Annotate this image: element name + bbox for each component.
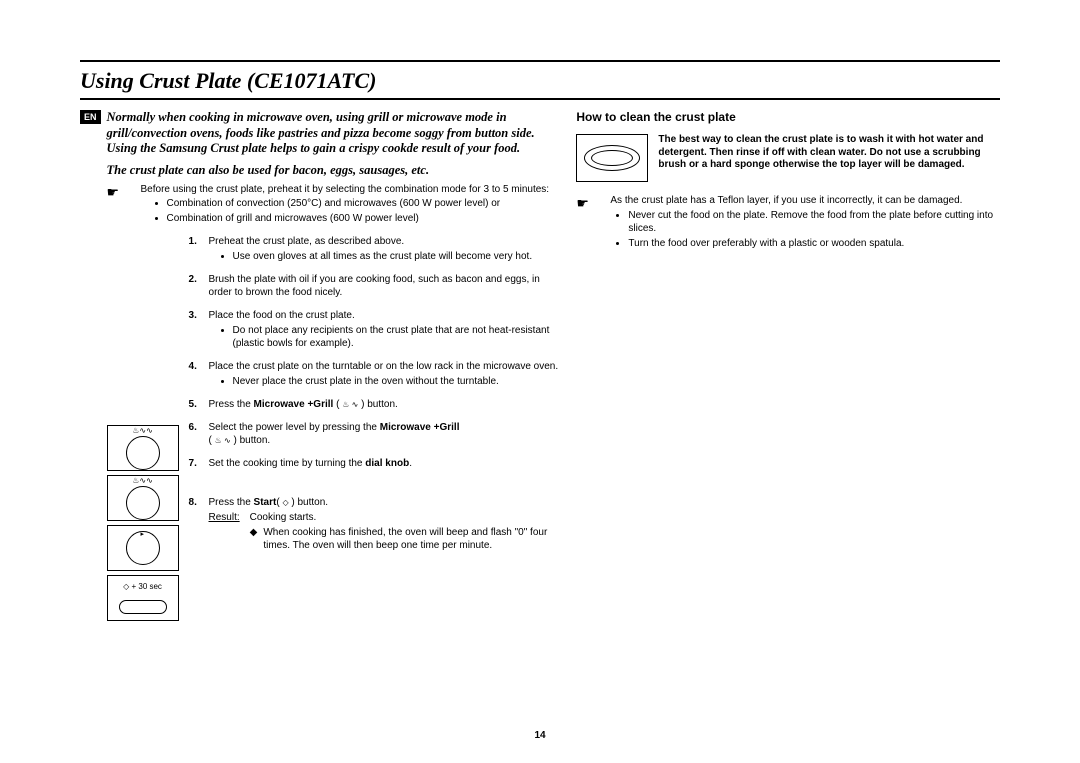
- step-text: Place the crust plate on the turntable o…: [209, 361, 559, 372]
- result-body: Cooking starts. ◆ When cooking has finis…: [250, 511, 559, 552]
- step-bullet: Do not place any recipients on the crust…: [233, 324, 559, 350]
- language-badge: EN: [80, 110, 101, 124]
- step-6: Select the power level by pressing the M…: [189, 421, 559, 447]
- left-column: EN Normally when cooking in microwave ov…: [80, 110, 558, 625]
- step-bold: Microwave +Grill: [254, 399, 334, 410]
- preheat-note-body: Before using the crust plate, preheat it…: [141, 184, 559, 228]
- preheat-lead: Before using the crust plate, preheat it…: [141, 184, 550, 195]
- right-column: How to clean the crust plate The best wa…: [576, 110, 1000, 625]
- button-pill-icon: [119, 600, 167, 614]
- step-bold: Start: [254, 497, 277, 508]
- combo-icon: ♨∿∿: [132, 477, 153, 485]
- step-text-after: ) button.: [358, 399, 397, 410]
- dial-icon: ▸: [126, 531, 160, 565]
- step-text-pre: Press the: [209, 399, 254, 410]
- combo-icon: ♨∿∿: [132, 427, 153, 435]
- step-text-pre: Press the: [209, 497, 254, 508]
- step-bold: Microwave +Grill: [380, 422, 460, 433]
- dial-icon: [126, 486, 160, 520]
- page-number: 14: [0, 730, 1080, 741]
- clean-heading: How to clean the crust plate: [576, 110, 1000, 124]
- step-1: Preheat the crust plate, as described ab…: [189, 235, 559, 263]
- step-text-after: ) button.: [231, 435, 270, 446]
- step-4: Place the crust plate on the turntable o…: [189, 360, 559, 388]
- intro-paragraph: Normally when cooking in microwave oven,…: [107, 110, 559, 157]
- dial-illustration: ♨∿∿: [107, 475, 179, 521]
- result-sub-row: ◆ When cooking has finished, the oven wi…: [250, 526, 559, 552]
- result-text: Cooking starts.: [250, 512, 317, 523]
- clean-text: The best way to clean the crust plate is…: [658, 134, 1000, 182]
- step-2: Brush the plate with oil if you are cook…: [189, 273, 559, 299]
- left-body: Normally when cooking in microwave oven,…: [107, 110, 559, 625]
- step-5: Press the Microwave +Grill ( ♨ ∿ ) butto…: [189, 398, 559, 411]
- step-text-pre: Select the power level by pressing the: [209, 422, 380, 433]
- grill-icon: ♨ ∿: [215, 436, 231, 445]
- step-text-pre: Set the cooking time by turning the: [209, 458, 366, 469]
- step-text-post: (: [333, 399, 342, 410]
- step-text: Preheat the crust plate, as described ab…: [209, 236, 405, 247]
- damage-item: Never cut the food on the plate. Remove …: [628, 209, 1000, 235]
- page-title: Using Crust Plate (CE1071ATC): [80, 64, 1000, 96]
- plate-icon: [584, 145, 640, 171]
- intro-subparagraph: The crust plate can also be used for bac…: [107, 163, 559, 178]
- manual-page: Using Crust Plate (CE1071ATC) EN Normall…: [0, 0, 1080, 645]
- dial-illustration: ▸: [107, 525, 179, 571]
- step-text: Brush the plate with oil if you are cook…: [209, 274, 540, 298]
- clean-row: The best way to clean the crust plate is…: [576, 134, 1000, 182]
- start-button-illustration: ◇ + 30 sec: [107, 575, 179, 621]
- step-bullet: Never place the crust plate in the oven …: [233, 375, 559, 388]
- step-text: Place the food on the crust plate.: [209, 310, 355, 321]
- step-8: Press the Start( ◇ ) button. Result: Coo…: [189, 496, 559, 552]
- dial-illustration: ♨∿∿: [107, 425, 179, 471]
- rule-bottom: [80, 98, 1000, 100]
- damage-note-body: As the crust plate has a Teflon layer, i…: [610, 194, 1000, 252]
- step-bullet: Use oven gloves at all times as the crus…: [233, 250, 559, 263]
- steps-wrap: ♨∿∿ ♨∿∿ ▸ ◇ + 30 s: [107, 235, 559, 625]
- preheat-item: Combination of convection (250°C) and mi…: [167, 198, 559, 211]
- dial-icon: [126, 436, 160, 470]
- preheat-item: Combination of grill and microwaves (600…: [167, 213, 559, 226]
- damage-item: Turn the food over preferably with a pla…: [628, 237, 1000, 250]
- pointer-icon: ☛: [107, 184, 127, 228]
- step-text-after: ) button.: [289, 497, 328, 508]
- damage-lead: As the crust plate has a Teflon layer, i…: [610, 195, 962, 206]
- rule-top: [80, 60, 1000, 62]
- pointer-icon: ☛: [576, 194, 596, 252]
- diamond-icon: ◆: [250, 526, 258, 552]
- step-illustrations: ♨∿∿ ♨∿∿ ▸ ◇ + 30 s: [107, 235, 179, 625]
- result-label: Result:: [209, 511, 240, 552]
- start-label: ◇ + 30 sec: [123, 583, 162, 591]
- step-7: Set the cooking time by turning the dial…: [189, 457, 559, 470]
- damage-note: ☛ As the crust plate has a Teflon layer,…: [576, 194, 1000, 252]
- steps-list: Preheat the crust plate, as described ab…: [189, 235, 559, 625]
- preheat-list: Combination of convection (250°C) and mi…: [167, 198, 559, 225]
- step-text-after: .: [409, 458, 412, 469]
- step-bold: dial knob: [365, 458, 409, 469]
- preheat-note: ☛ Before using the crust plate, preheat …: [107, 184, 559, 228]
- crust-plate-illustration: [576, 134, 648, 182]
- damage-list: Never cut the food on the plate. Remove …: [628, 209, 1000, 250]
- grill-icon: ♨ ∿: [342, 400, 358, 409]
- content-columns: EN Normally when cooking in microwave ov…: [80, 110, 1000, 625]
- result-sub: When cooking has finished, the oven will…: [263, 526, 558, 552]
- step-3: Place the food on the crust plate. Do no…: [189, 309, 559, 350]
- result-row: Result: Cooking starts. ◆ When cooking h…: [209, 511, 559, 552]
